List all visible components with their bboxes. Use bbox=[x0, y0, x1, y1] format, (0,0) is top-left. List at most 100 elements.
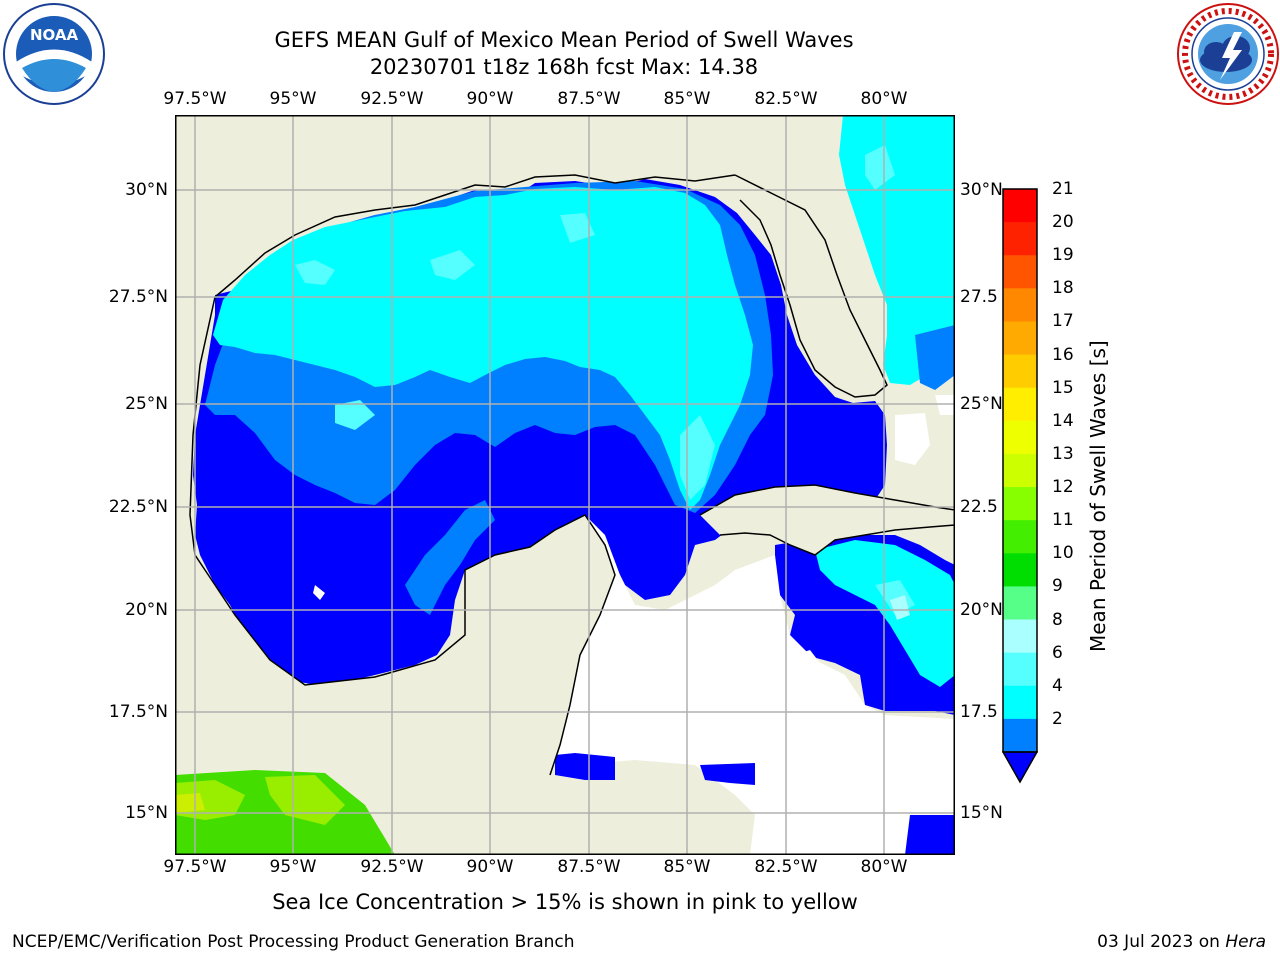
lon-tick-top: 87.5°W bbox=[557, 89, 621, 109]
colorbar-tick-label: 16 bbox=[1052, 344, 1074, 365]
lat-tick-right: 20°N bbox=[960, 600, 1003, 620]
yucatan-land bbox=[445, 515, 615, 780]
lon-tick-top: 95°W bbox=[269, 89, 317, 109]
lat-tick-left: 27.5°N bbox=[108, 287, 168, 307]
atlantic-swell-4-6 bbox=[915, 325, 955, 390]
nicaragua-swell-2-4 bbox=[700, 763, 755, 785]
honduras-swell-2-4 bbox=[555, 753, 615, 780]
colorbar-segment bbox=[1003, 321, 1037, 356]
map-subtitle: 20230701 t18z 168h fcst Max: 14.38 bbox=[369, 55, 759, 79]
noaa-logo-text: NOAA bbox=[30, 26, 79, 44]
lon-tick-bottom: 90°W bbox=[466, 857, 514, 877]
lat-tick-left: 17.5°N bbox=[108, 702, 168, 722]
colorbar-segment bbox=[1003, 354, 1037, 389]
colorbar-segment bbox=[1003, 453, 1037, 488]
map-title: GEFS MEAN Gulf of Mexico Mean Period of … bbox=[274, 28, 854, 52]
caribbean-swell-9-10 bbox=[890, 595, 910, 620]
campeche-swell-4-6 bbox=[405, 500, 495, 615]
gulf-swell-8-9-e bbox=[335, 400, 375, 430]
lon-tick-bottom: 85°W bbox=[663, 857, 711, 877]
footer-credit: NCEP/EMC/Verification Post Processing Pr… bbox=[12, 932, 575, 952]
colorbar bbox=[1002, 188, 1038, 784]
gulf-island-no-data bbox=[313, 585, 325, 600]
colorbar-segment bbox=[1003, 487, 1037, 521]
lat-tick-right: 27.5 bbox=[960, 287, 998, 307]
colorbar-segment bbox=[1003, 520, 1037, 554]
colorbar-segment bbox=[1003, 222, 1037, 256]
lon-tick-top: 92.5°W bbox=[360, 89, 424, 109]
lon-tick-top: 85°W bbox=[663, 89, 711, 109]
colorbar-tick-label: 10 bbox=[1052, 543, 1074, 564]
gulf-swell-8-9-b bbox=[430, 250, 475, 280]
atlantic-swell-8-9 bbox=[865, 145, 895, 190]
us-coast-land bbox=[215, 115, 735, 295]
colorbar-segment bbox=[1003, 718, 1037, 753]
colorbar-tick-label: 4 bbox=[1052, 675, 1063, 696]
map-frame bbox=[175, 115, 955, 855]
colorbar-segment bbox=[1003, 586, 1037, 621]
lat-tick-right: 30°N bbox=[960, 180, 1003, 200]
lat-tick-right: 22.5 bbox=[960, 497, 998, 517]
colorbar-segment bbox=[1003, 288, 1037, 322]
lon-tick-bottom: 87.5°W bbox=[557, 857, 621, 877]
colorbar-tick-label: 8 bbox=[1052, 609, 1063, 630]
lat-tick-left: 20°N bbox=[125, 600, 168, 620]
colorbar-tick-label: 13 bbox=[1052, 443, 1074, 464]
nws-logo-icon bbox=[1177, 3, 1279, 105]
colorbar-tick-label: 17 bbox=[1052, 311, 1074, 332]
colorbar-tick-label: 6 bbox=[1052, 642, 1063, 663]
mexico-west-land bbox=[175, 115, 465, 775]
gulf-swell-8-9-a bbox=[295, 260, 335, 285]
lon-tick-top: 97.5°W bbox=[163, 89, 227, 109]
gulf-swell-6-8 bbox=[213, 187, 753, 510]
colorbar-segment bbox=[1003, 255, 1037, 289]
colorbar-tick-label: 14 bbox=[1052, 410, 1074, 431]
colorbar-tick-label: 15 bbox=[1052, 377, 1074, 398]
colorbar-tick-label: 20 bbox=[1052, 212, 1074, 233]
pacific-swell-14-15 bbox=[175, 793, 205, 813]
footer-date: 03 Jul 2023 on Hera bbox=[1097, 932, 1266, 952]
colorbar-tick-label: 2 bbox=[1052, 708, 1063, 729]
caribbean-swell-6-8 bbox=[815, 540, 955, 687]
sea-ice-note: Sea Ice Concentration > 15% is shown in … bbox=[272, 890, 858, 914]
lon-tick-top: 80°W bbox=[860, 89, 908, 109]
colorbar-segment bbox=[1003, 652, 1037, 687]
colorbar-frame bbox=[1002, 188, 1038, 753]
colorbar-tick-label: 21 bbox=[1052, 179, 1074, 199]
colorbar-tick-label: 11 bbox=[1052, 510, 1074, 531]
florida-land bbox=[735, 175, 887, 397]
colorbar-extend-triangle bbox=[1002, 751, 1038, 784]
caribbean-south-swell-2-4 bbox=[905, 815, 955, 855]
colorbar-title: Mean Period of Swell Waves [s] bbox=[1086, 340, 1110, 652]
lon-tick-bottom: 95°W bbox=[269, 857, 317, 877]
colorbar-tick-label: 18 bbox=[1052, 278, 1074, 299]
bahamas-no-data bbox=[895, 413, 930, 465]
bahamas-no-data-b bbox=[935, 395, 955, 415]
gulf-swell-8-9-c bbox=[560, 213, 595, 243]
lon-tick-bottom: 92.5°W bbox=[360, 857, 424, 877]
lon-tick-bottom: 82.5°W bbox=[754, 857, 818, 877]
map-grid bbox=[175, 115, 955, 855]
footer-machine: Hera bbox=[1225, 932, 1266, 952]
map-plot bbox=[175, 115, 955, 855]
colorbar-tick-label: 12 bbox=[1052, 477, 1074, 498]
colorbar-segment bbox=[1003, 420, 1037, 455]
caribbean-island-no-data bbox=[795, 650, 820, 670]
lat-tick-left: 22.5°N bbox=[108, 497, 168, 517]
lon-tick-bottom: 97.5°W bbox=[163, 857, 227, 877]
colorbar-segment bbox=[1003, 685, 1037, 720]
colorbar-tick-label: 19 bbox=[1052, 245, 1074, 266]
caribbean-no-data bbox=[553, 515, 955, 855]
colorbar-segment bbox=[1003, 619, 1037, 654]
lat-tick-left: 30°N bbox=[125, 180, 168, 200]
atlantic-swell-6-8 bbox=[839, 115, 955, 385]
lat-tick-right: 15°N bbox=[960, 803, 1003, 823]
colorbar-tick-label: 9 bbox=[1052, 576, 1063, 597]
lat-tick-right: 25°N bbox=[960, 394, 1003, 414]
lon-tick-top: 82.5°W bbox=[754, 89, 818, 109]
lat-tick-left: 15°N bbox=[125, 803, 168, 823]
colorbar-segment bbox=[1003, 189, 1037, 223]
gulf-swell-8-9-d bbox=[680, 415, 715, 500]
lon-tick-top: 90°W bbox=[466, 89, 514, 109]
colorbar-segment bbox=[1003, 553, 1037, 587]
